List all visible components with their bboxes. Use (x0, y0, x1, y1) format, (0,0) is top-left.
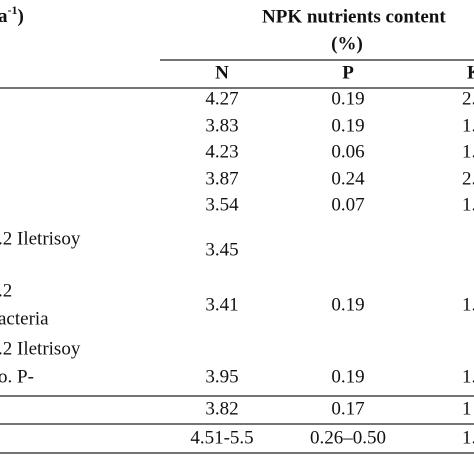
row-label: o. P- (0, 366, 34, 387)
cell: 3.45 (205, 239, 238, 260)
cell: 2. (462, 168, 474, 189)
cell: 4.27 (205, 88, 238, 109)
row-label: acteria (0, 308, 49, 329)
unit-sup: -1 (8, 3, 18, 17)
cell: 4.23 (205, 141, 238, 162)
cell: 1.71 (462, 427, 474, 448)
cell: 0.19 (331, 366, 364, 387)
cell: 1 (462, 398, 472, 419)
col-header: P (342, 62, 354, 83)
unit-header: a-1) (0, 3, 24, 28)
row-label: .2 Iletrisoy (0, 338, 81, 359)
cell: 2. (462, 88, 474, 109)
cell: 3.83 (205, 115, 238, 136)
cell: 0.07 (331, 194, 364, 215)
group-title: NPK nutrients content (262, 6, 446, 27)
cell: 1. (462, 115, 474, 136)
cell: 1. (462, 141, 474, 162)
row-label: .2 (0, 280, 12, 301)
col-header: N (215, 62, 229, 83)
cell: 0.19 (331, 88, 364, 109)
cell: 0.24 (331, 168, 365, 189)
cell: 3.95 (205, 366, 238, 387)
cell: 3.87 (205, 168, 238, 189)
cell: 1. (462, 294, 474, 315)
cell: 3.82 (205, 398, 238, 419)
cell: 0.17 (331, 398, 364, 419)
row-label: .2 Iletrisoy (0, 228, 81, 249)
cell: 1. (462, 366, 474, 387)
cell: 0.19 (331, 115, 364, 136)
cell: 3.41 (205, 294, 238, 315)
unit-close: ) (18, 6, 24, 27)
cell: 0.26–0.50 (310, 427, 386, 448)
cell: 0.06 (331, 141, 364, 162)
cell: 4.51-5.5 (190, 427, 253, 448)
unit-text: a (0, 6, 8, 27)
cell: 1. (462, 194, 474, 215)
cell: 0.19 (331, 294, 364, 315)
cell: 3.54 (205, 194, 239, 215)
group-unit: (%) (331, 33, 363, 54)
col-header: K (467, 62, 474, 83)
